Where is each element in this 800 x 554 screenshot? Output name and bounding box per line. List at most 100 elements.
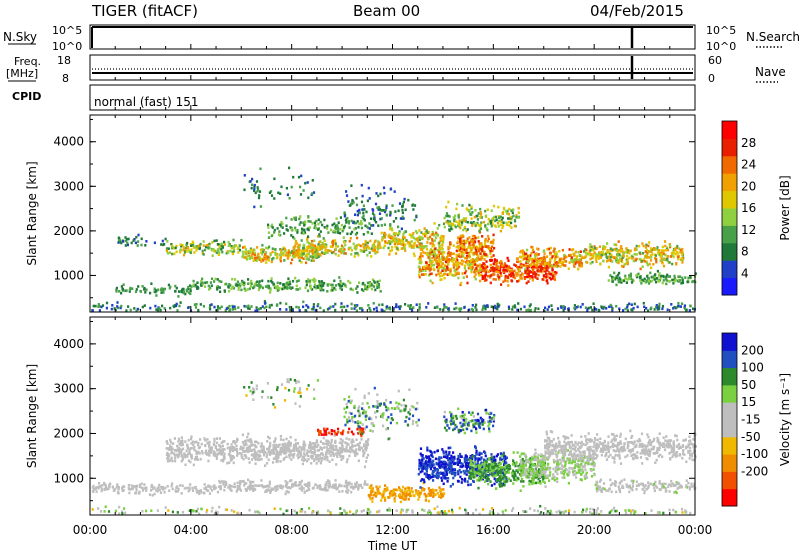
header-date: 04/Feb/2015 bbox=[590, 2, 684, 20]
data-cell bbox=[339, 455, 342, 458]
data-cell bbox=[295, 442, 298, 445]
data-cell bbox=[282, 283, 285, 286]
data-cell bbox=[434, 252, 437, 256]
data-cell bbox=[477, 271, 480, 275]
data-cell bbox=[405, 239, 408, 242]
data-cell bbox=[247, 307, 250, 310]
data-cell bbox=[568, 254, 571, 258]
data-cell bbox=[624, 509, 627, 512]
data-cell bbox=[489, 247, 493, 250]
data-cell bbox=[435, 236, 438, 240]
data-cell bbox=[558, 509, 561, 513]
freq-tick-top: 18 bbox=[57, 54, 71, 67]
data-cell bbox=[317, 243, 320, 246]
data-cell bbox=[169, 441, 173, 444]
data-cell bbox=[497, 275, 500, 279]
data-cell bbox=[492, 204, 496, 208]
data-cell bbox=[372, 285, 376, 288]
data-cell bbox=[597, 257, 600, 260]
data-cell bbox=[370, 255, 373, 258]
data-cell bbox=[455, 249, 458, 253]
data-cell bbox=[471, 234, 474, 238]
data-cell bbox=[370, 232, 373, 235]
data-cell bbox=[290, 185, 293, 189]
data-cell bbox=[337, 221, 340, 224]
data-cell bbox=[249, 480, 252, 484]
data-cell bbox=[233, 510, 236, 513]
data-cell bbox=[281, 287, 284, 291]
data-cell bbox=[174, 289, 177, 293]
data-cell bbox=[534, 257, 537, 260]
data-cell bbox=[374, 252, 377, 255]
data-cell bbox=[669, 255, 672, 258]
data-cell bbox=[512, 273, 515, 277]
data-cell bbox=[179, 248, 182, 251]
data-cell bbox=[677, 304, 680, 308]
data-cell bbox=[409, 243, 412, 247]
data-cell bbox=[387, 246, 390, 250]
data-cell bbox=[319, 245, 322, 249]
data-cell bbox=[306, 489, 309, 492]
data-cell bbox=[95, 490, 98, 493]
data-cell bbox=[470, 207, 473, 210]
data-cell bbox=[542, 250, 545, 253]
data-cell bbox=[288, 305, 291, 309]
data-cell bbox=[242, 246, 245, 249]
data-cell bbox=[459, 240, 462, 243]
data-cell bbox=[317, 255, 320, 258]
data-cell bbox=[401, 215, 404, 219]
data-cell bbox=[247, 278, 250, 281]
data-cell bbox=[342, 236, 345, 239]
data-cell bbox=[155, 488, 158, 492]
data-cell bbox=[278, 230, 281, 233]
data-cell bbox=[423, 509, 426, 512]
data-cell bbox=[337, 231, 340, 234]
data-cell bbox=[137, 285, 140, 288]
data-cell bbox=[196, 507, 199, 511]
data-cell bbox=[554, 272, 557, 276]
data-cell bbox=[216, 243, 219, 246]
data-cell bbox=[165, 440, 168, 444]
data-cell bbox=[451, 222, 455, 226]
data-cell bbox=[438, 258, 441, 262]
data-cell bbox=[344, 218, 348, 222]
data-cell bbox=[105, 301, 109, 305]
data-cell bbox=[284, 480, 287, 483]
data-cell bbox=[656, 511, 659, 514]
data-cell bbox=[513, 274, 516, 278]
data-cell bbox=[286, 481, 289, 484]
data-cell bbox=[221, 451, 224, 455]
data-cell bbox=[112, 489, 115, 492]
data-cell bbox=[209, 450, 213, 454]
freq-label-1: Freq. bbox=[14, 55, 41, 68]
data-cell bbox=[418, 229, 421, 232]
data-cell bbox=[648, 241, 651, 244]
data-cell bbox=[380, 217, 383, 220]
data-cell bbox=[261, 257, 264, 261]
data-cell bbox=[459, 226, 462, 230]
data-cell bbox=[524, 252, 527, 256]
data-cell bbox=[328, 451, 331, 454]
data-cell bbox=[381, 236, 384, 239]
data-cell bbox=[155, 294, 158, 297]
data-cell bbox=[298, 249, 302, 252]
data-cell bbox=[257, 284, 260, 287]
data-cell bbox=[587, 306, 590, 310]
data-cell bbox=[541, 260, 544, 263]
data-cell bbox=[609, 303, 612, 307]
data-cell bbox=[270, 303, 273, 307]
data-cell bbox=[254, 191, 257, 195]
data-cell bbox=[499, 223, 502, 227]
data-cell bbox=[315, 439, 318, 442]
data-cell bbox=[312, 486, 315, 490]
data-cell bbox=[420, 244, 423, 247]
data-cell bbox=[216, 490, 220, 494]
data-cell bbox=[615, 243, 618, 247]
data-cell bbox=[496, 307, 499, 311]
data-cell bbox=[688, 309, 691, 312]
data-cell bbox=[444, 306, 447, 309]
data-cell bbox=[429, 264, 432, 268]
data-cell bbox=[621, 279, 624, 282]
data-cell bbox=[275, 460, 278, 464]
data-cell bbox=[348, 226, 351, 229]
